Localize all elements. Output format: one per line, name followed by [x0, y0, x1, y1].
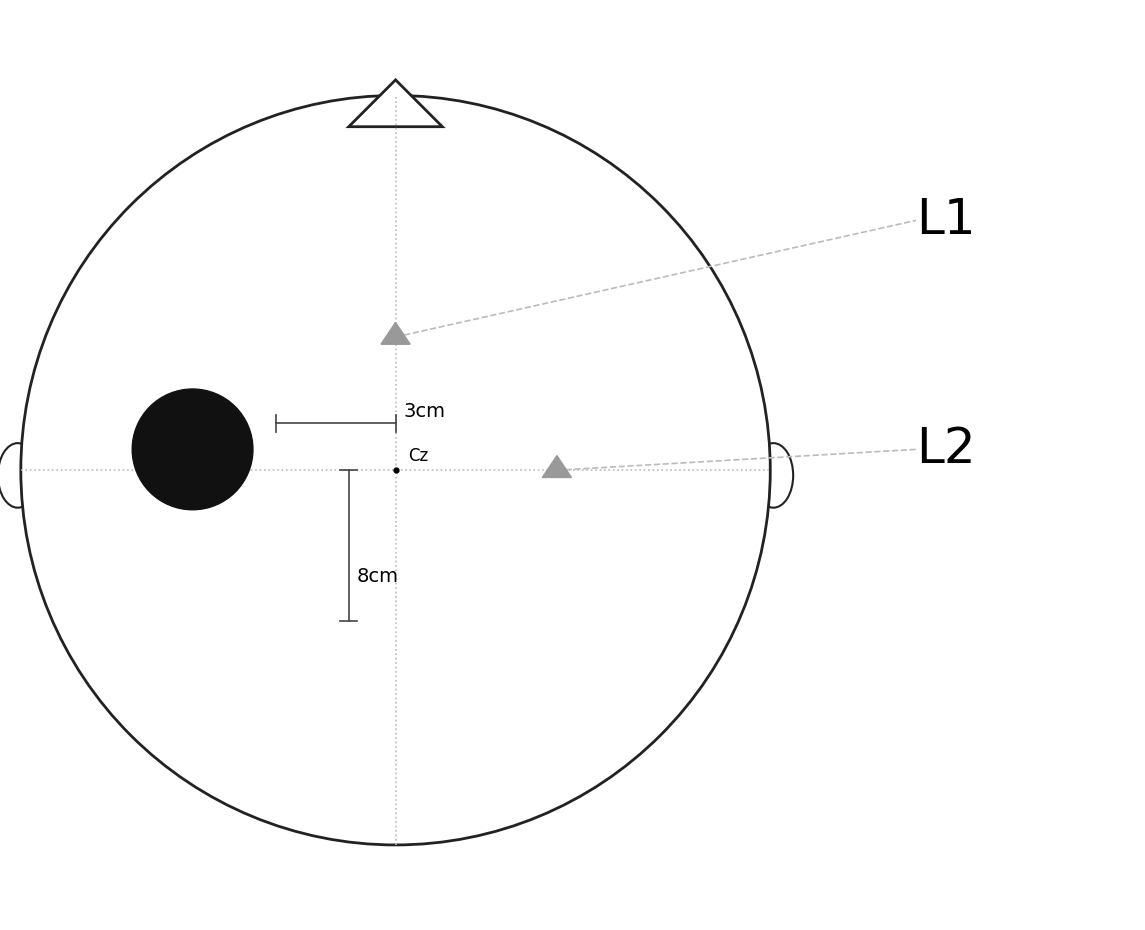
Polygon shape [543, 456, 571, 477]
Text: 8cm: 8cm [357, 567, 398, 587]
Polygon shape [381, 323, 410, 344]
Ellipse shape [753, 443, 793, 508]
Ellipse shape [0, 443, 38, 508]
Text: Cz: Cz [408, 447, 428, 465]
Circle shape [132, 389, 253, 510]
Text: L1: L1 [916, 196, 976, 245]
Text: L2: L2 [916, 425, 976, 473]
Text: 3cm: 3cm [404, 403, 445, 421]
Polygon shape [349, 80, 442, 126]
Circle shape [21, 96, 771, 845]
